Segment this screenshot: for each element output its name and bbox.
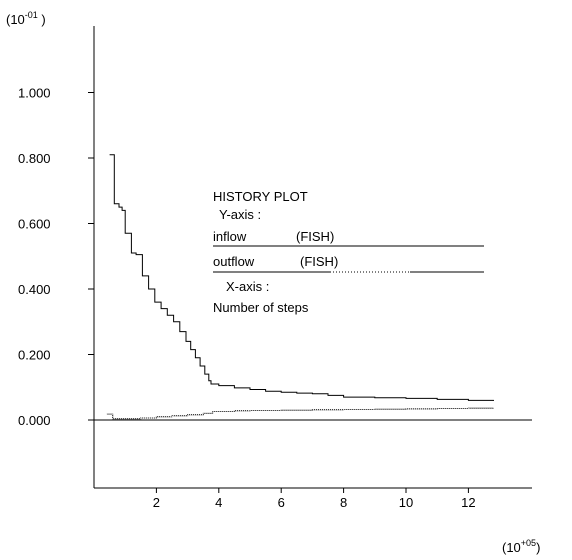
series-line-outflow-dots xyxy=(107,408,494,419)
legend-x-axis-heading: X-axis : xyxy=(226,279,269,294)
x-tick-label: 2 xyxy=(153,495,160,510)
legend-inflow-name: inflow xyxy=(213,229,247,244)
x-tick-label: 8 xyxy=(340,495,347,510)
y-tick-label: 1.000 xyxy=(18,86,51,101)
legend-outflow-tag: (FISH) xyxy=(300,254,338,269)
series-layer xyxy=(106,154,494,420)
legend-inflow-tag: (FISH) xyxy=(296,229,334,244)
x-ticks: 2 4 6 8 10 12 xyxy=(153,488,476,510)
legend-title: HISTORY PLOT xyxy=(213,189,308,204)
x-tick-label: 4 xyxy=(215,495,222,510)
x-exponent-label: (10+05) xyxy=(502,538,540,555)
x-tick-label: 10 xyxy=(399,495,413,510)
y-tick-label: 0.800 xyxy=(18,151,51,166)
legend: HISTORY PLOT Y-axis : inflow (FISH) outf… xyxy=(213,189,484,315)
x-tick-label: 12 xyxy=(461,495,475,510)
x-tick-label: 6 xyxy=(278,495,285,510)
y-tick-label: 0.200 xyxy=(18,348,51,363)
y-tick-label: 0.000 xyxy=(18,413,51,428)
y-ticks: 0.000 0.200 0.400 0.600 0.800 1.000 xyxy=(18,86,94,428)
series-line-inflow xyxy=(109,154,494,401)
legend-y-axis-heading: Y-axis : xyxy=(219,207,261,222)
y-exponent-label: (10-01 ) xyxy=(6,10,46,27)
y-tick-label: 0.600 xyxy=(18,217,51,232)
y-tick-label: 0.400 xyxy=(18,282,51,297)
legend-outflow-name: outflow xyxy=(213,254,255,269)
legend-x-axis-name: Number of steps xyxy=(213,300,309,315)
